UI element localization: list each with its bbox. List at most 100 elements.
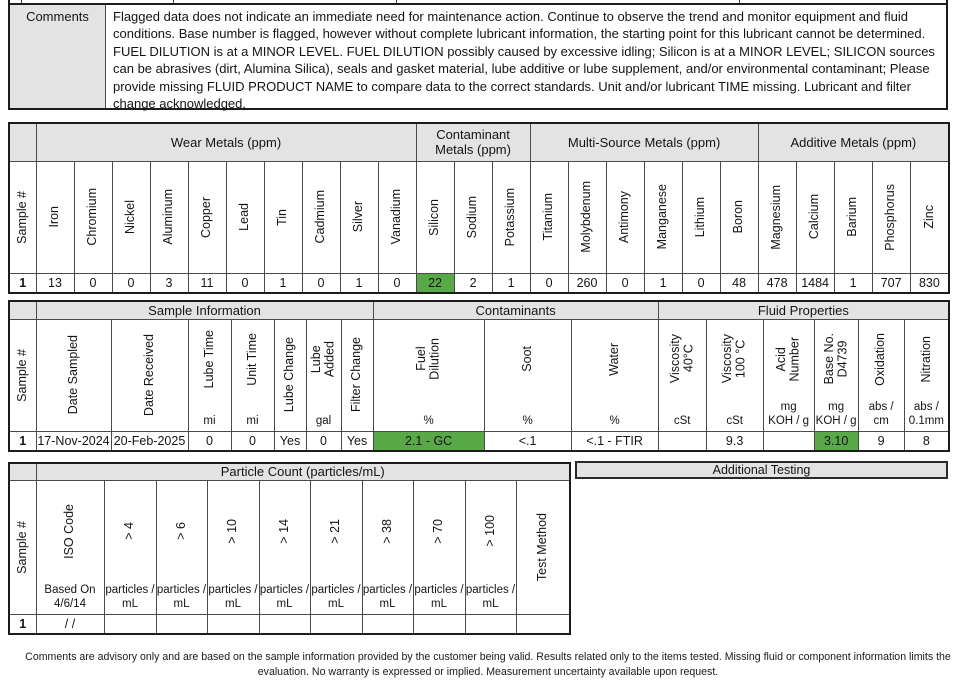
group-header-fluid-properties: Fluid Properties — [657, 300, 950, 320]
group-header-wear-metals: Wear Metals (ppm) — [35, 122, 417, 162]
info-column-header: Unit Time mi — [230, 318, 275, 432]
metal-value-cell: 0 — [73, 272, 113, 294]
info-column-header: Oxidation abs / cm — [857, 318, 905, 432]
metal-value-cell: 1 — [833, 272, 873, 294]
sample-number-cell: 1 — [8, 430, 37, 452]
sample-number-cell: 1 — [8, 613, 37, 635]
particle-value-cell — [464, 613, 517, 635]
info-column-header: Date Sampled — [35, 318, 112, 432]
group-header-sample-information: Sample Information — [35, 300, 374, 320]
info-value-cell: <.1 - FTIR — [570, 430, 659, 452]
group-header-multisource-metals: Multi-Source Metals (ppm) — [529, 122, 759, 162]
strip-divider — [739, 0, 740, 4]
info-column-header: Water% — [570, 318, 659, 432]
particle-column-header: > 14 particles / mL — [258, 479, 311, 615]
particle-column-header: > 21 particles / mL — [309, 479, 363, 615]
group-header-additive-metals: Additive Metals (ppm) — [757, 122, 950, 162]
particle-value-cell — [155, 613, 208, 635]
metal-value-cell: 1 — [263, 272, 303, 294]
metal-column-header: Boron — [719, 160, 759, 274]
info-value-cell — [657, 430, 707, 452]
metal-column-header: Molybdenum — [567, 160, 607, 274]
info-value-cell: Yes — [340, 430, 374, 452]
particle-value-cell — [412, 613, 466, 635]
metal-column-header: Barium — [833, 160, 873, 274]
metal-column-header: Iron — [35, 160, 75, 274]
corner-cell — [8, 122, 37, 162]
additional-testing-bar: Additional Testing — [575, 461, 948, 479]
metal-value-cell: 48 — [719, 272, 759, 294]
metal-value-cell: 0 — [377, 272, 417, 294]
particle-column-header: > 38 particles / mL — [361, 479, 414, 615]
particle-column-header: > 4 particles / mL — [103, 479, 157, 615]
info-value-cell: 0 — [187, 430, 232, 452]
metal-column-header: Tin — [263, 160, 303, 274]
metal-value-cell: 1 — [491, 272, 531, 294]
metal-column-header: Aluminum — [149, 160, 189, 274]
info-column-header: Lube Time mi — [187, 318, 232, 432]
info-column-header: Lube Change — [273, 318, 307, 432]
info-column-header: Soot% — [483, 318, 572, 432]
footer-disclaimer: Comments are advisory only and are based… — [25, 651, 951, 678]
metal-value-cell: 1484 — [795, 272, 835, 294]
particle-column-header: > 100 particles / mL — [464, 479, 517, 615]
info-value-cell-flagged: 2.1 - GC — [372, 430, 485, 452]
particle-column-header: ISO Code Based On 4/6/14 — [35, 479, 105, 615]
particle-value-cell — [103, 613, 157, 635]
info-column-header: Fuel Dilution% — [372, 318, 485, 432]
metal-value-cell: 11 — [187, 272, 227, 294]
info-value-cell: 17-Nov-2024 — [35, 430, 112, 452]
sample-info-table: Sample Information Contaminants Fluid Pr… — [8, 300, 951, 452]
info-column-header: Base No. D4739 mg KOH / g — [813, 318, 859, 432]
info-value-cell: <.1 — [483, 430, 572, 452]
metal-value-cell-flagged: 22 — [415, 272, 455, 294]
metal-column-header: Manganese — [643, 160, 683, 274]
metal-value-cell: 707 — [871, 272, 911, 294]
metal-value-cell: 260 — [567, 272, 607, 294]
strip-divider — [21, 0, 22, 4]
metal-column-header: Titanium — [529, 160, 569, 274]
info-value-cell: 0 — [230, 430, 275, 452]
info-value-cell: 9 — [857, 430, 905, 452]
sample-number-cell: 1 — [8, 272, 37, 294]
info-value-cell-flagged: 3.10 — [813, 430, 859, 452]
metal-column-header: Potassium — [491, 160, 531, 274]
particle-value-cell — [515, 613, 571, 635]
sample-number-header: Sample # — [8, 479, 37, 615]
sample-number-header: Sample # — [8, 160, 37, 274]
particle-value-cell — [361, 613, 414, 635]
strip-divider — [396, 0, 397, 4]
particle-value-cell — [309, 613, 363, 635]
particle-count-title: Particle Count (particles/mL) — [35, 462, 571, 481]
metal-value-cell: 1 — [339, 272, 379, 294]
info-column-header: Lube Added gal — [305, 318, 342, 432]
info-column-header: Viscosity 40°C cSt — [657, 318, 707, 432]
metal-value-cell: 0 — [605, 272, 645, 294]
metal-column-header: Lead — [225, 160, 265, 274]
comments-text: Flagged data does not indicate an immedi… — [113, 9, 935, 112]
metal-value-cell: 830 — [909, 272, 950, 294]
metal-column-header: Chromium — [73, 160, 113, 274]
info-column-header: Viscosity 100 °C cSt — [705, 318, 764, 432]
sample-number-header: Sample # — [8, 318, 37, 432]
particle-column-header: > 70 particles / mL — [412, 479, 466, 615]
metal-value-cell: 478 — [757, 272, 797, 294]
metal-column-header: Cadmium — [301, 160, 341, 274]
info-value-cell: 20-Feb-2025 — [110, 430, 189, 452]
info-column-header: Acid Number mg KOH / g — [762, 318, 815, 432]
corner-cell — [8, 462, 37, 481]
metal-column-header: Magnesium — [757, 160, 797, 274]
group-header-contaminant-metals: Contaminant Metals (ppm) — [415, 122, 531, 162]
comments-label: Comments — [10, 5, 106, 108]
metal-value-cell: 13 — [35, 272, 75, 294]
info-value-cell: 9.3 — [705, 430, 764, 452]
metal-value-cell: 3 — [149, 272, 189, 294]
metal-column-header: Nickel — [111, 160, 151, 274]
metal-column-header: Zinc — [909, 160, 950, 274]
metal-value-cell: 0 — [301, 272, 341, 294]
top-strip — [8, 0, 948, 4]
particle-column-header: > 10 particles / mL — [206, 479, 260, 615]
info-column-header: Nitration abs / 0.1mm — [903, 318, 950, 432]
metals-table: Wear Metals (ppm) Contaminant Metals (pp… — [8, 122, 951, 294]
